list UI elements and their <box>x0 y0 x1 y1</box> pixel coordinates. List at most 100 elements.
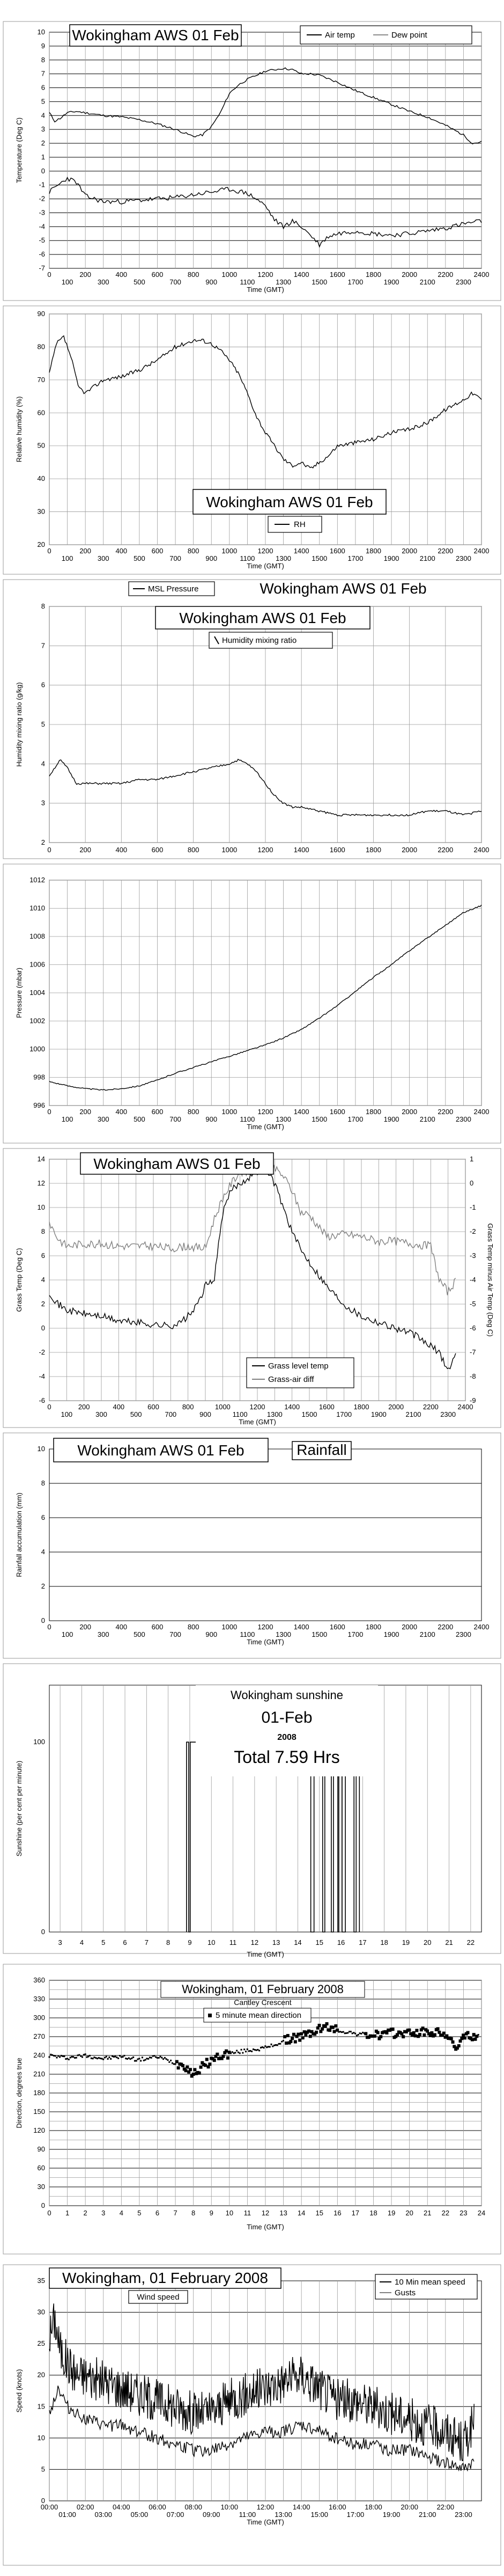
dir-point-67 <box>149 2057 151 2059</box>
dir-point-60 <box>138 2058 140 2060</box>
rain-xtick-top-1: 200 <box>79 1623 91 1631</box>
mix-header-title: Wokingham AWS 01 Feb <box>260 580 426 597</box>
dir-point-243 <box>412 2031 416 2035</box>
dir-point-95 <box>190 2074 194 2078</box>
rh-ytick-5: 70 <box>38 376 45 384</box>
mix-series-line <box>49 758 482 817</box>
dir-point-26 <box>87 2055 90 2058</box>
rh-title-box <box>192 489 387 515</box>
temp-ytick-9: 2 <box>41 139 45 147</box>
dir-point-124 <box>234 2052 236 2054</box>
rain-xtick-top-11: 2200 <box>438 1623 453 1631</box>
grass-xtick-bottom-0: 100 <box>61 1410 72 1418</box>
temp-ytick-17: 10 <box>38 28 45 36</box>
dir-point-63 <box>143 2059 145 2061</box>
temp-xtick-top-8: 1600 <box>330 270 345 279</box>
temp-xtick-top-10: 2000 <box>402 270 417 279</box>
dir-point-89 <box>181 2063 184 2067</box>
sun-xtick-11: 14 <box>294 1938 301 1946</box>
grass-xtick-top-2: 400 <box>113 1403 124 1411</box>
dir-point-178 <box>314 2030 318 2034</box>
mix-xtick-0: 0 <box>47 846 51 854</box>
pres-xlabel: Time (GMT) <box>247 1123 284 1131</box>
dir-point-94 <box>188 2068 192 2072</box>
dir-point-274 <box>458 2039 462 2043</box>
temp-ytick-2: -5 <box>39 236 45 244</box>
temp-xtick-top-7: 1400 <box>294 270 309 279</box>
rain-xtick-bottom-2: 500 <box>134 1630 145 1638</box>
wind-xtick-top-8: 16:00 <box>329 2503 346 2511</box>
dir-point-105 <box>205 2058 209 2061</box>
dir-point-156 <box>282 2040 284 2042</box>
dir-point-149 <box>272 2045 274 2047</box>
dir-xtick-15: 15 <box>316 2209 323 2217</box>
grass-ytick-0: -6 <box>39 1396 45 1404</box>
dir-point-0 <box>48 2056 50 2058</box>
rain-xtick-top-8: 1600 <box>330 1623 345 1631</box>
rh-xtick-bottom-9: 1900 <box>384 554 399 562</box>
temp-series-dew-point-line <box>49 177 482 248</box>
dir-point-202 <box>351 2032 353 2035</box>
wind-title: Wokingham, 01 February 2008 <box>62 2270 268 2286</box>
dir-point-71 <box>155 2056 157 2058</box>
rh-xtick-top-7: 1400 <box>294 547 309 555</box>
rain-xtick-bottom-0: 100 <box>62 1630 73 1638</box>
dir-point-171 <box>304 2033 308 2037</box>
dir-point-14 <box>69 2057 71 2059</box>
temp-ytick-7: 0 <box>41 167 45 175</box>
pres-series-line <box>49 904 482 1091</box>
temp-ytick-16: 9 <box>41 42 45 50</box>
sun-title: Wokingham sunshine <box>231 1688 343 1702</box>
dir-xtick-5: 5 <box>137 2209 141 2217</box>
grass-ytick-right-8: -1 <box>470 1203 476 1211</box>
rh-ytick-6: 80 <box>38 342 45 350</box>
temp-xtick-bottom-8: 1700 <box>347 278 363 286</box>
rh-xtick-top-4: 800 <box>188 547 199 555</box>
dir-point-152 <box>276 2044 278 2046</box>
wind-xtick-bottom-10: 21:00 <box>419 2511 436 2519</box>
mix-xtick-2: 400 <box>115 846 127 854</box>
dir-point-137 <box>254 2049 256 2051</box>
pres-xtick-bottom-11: 2300 <box>456 1115 471 1123</box>
mix-xtick-10: 2000 <box>402 846 417 854</box>
sun-ylabel: Sunshine (per cent per minute) <box>15 1761 23 1856</box>
dir-point-36 <box>102 2058 105 2060</box>
rain-xtick-bottom-9: 1900 <box>384 1630 399 1638</box>
temp-xtick-top-6: 1200 <box>258 270 273 279</box>
dir-point-112 <box>216 2052 219 2056</box>
rain-title: Wokingham AWS 01 Feb <box>77 1442 244 1459</box>
temp-title: Wokingham AWS 01 Feb <box>72 27 239 43</box>
mix-xtick-3: 600 <box>152 846 164 854</box>
dir-point-175 <box>310 2030 314 2033</box>
temp-xtick-top-0: 0 <box>47 270 51 279</box>
dir-ytick-2: 60 <box>38 2164 45 2172</box>
rain-plot-area <box>49 1448 482 1621</box>
wind-ytick-2: 10 <box>38 2434 45 2442</box>
pres-xtick-top-4: 800 <box>188 1108 199 1116</box>
dir-xtick-8: 8 <box>191 2209 195 2217</box>
pres-ytick-8: 1012 <box>29 876 45 884</box>
dir-point-101 <box>199 2065 203 2069</box>
dir-xtick-7: 7 <box>173 2209 177 2217</box>
dir-point-33 <box>98 2057 100 2059</box>
grass-ytick-6: 6 <box>41 1252 45 1260</box>
dir-point-158 <box>285 2041 288 2045</box>
mix-xtick-12: 2400 <box>474 846 490 854</box>
dir-point-247 <box>418 2033 421 2037</box>
dir-point-154 <box>279 2043 281 2045</box>
dir-point-117 <box>223 2051 227 2054</box>
rh-ylabel: Relative humidity (%) <box>15 397 23 463</box>
wind-xtick-top-5: 10:00 <box>221 2503 239 2511</box>
grass-ytick-right-7: -2 <box>470 1227 476 1235</box>
mix-xtick-8: 1600 <box>330 846 345 854</box>
grass-ytick-right-0: -9 <box>470 1396 476 1404</box>
dir-point-194 <box>339 2031 342 2033</box>
pres-xtick-top-11: 2200 <box>438 1108 453 1116</box>
temp-xtick-bottom-2: 500 <box>134 278 145 286</box>
temp-ytick-0: -7 <box>39 264 45 272</box>
rain-xtick-bottom-1: 300 <box>98 1630 109 1638</box>
mix-ytick-2: 4 <box>41 759 45 767</box>
dir-point-44 <box>114 2055 116 2058</box>
sun-xtick-9: 12 <box>251 1938 258 1946</box>
dir-xtick-9: 9 <box>210 2209 213 2217</box>
